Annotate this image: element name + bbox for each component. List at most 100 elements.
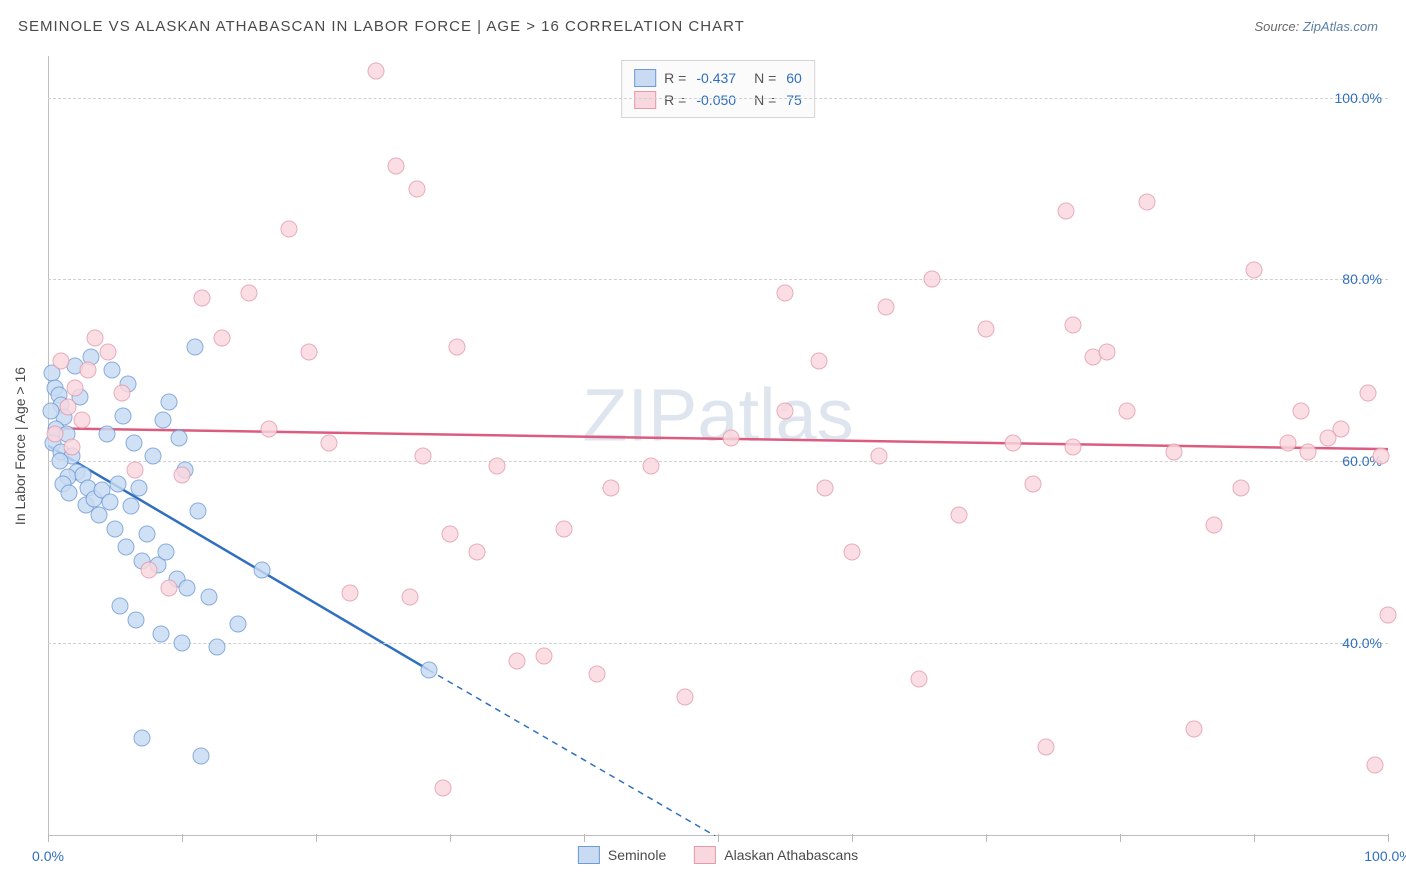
data-point-seminole — [155, 412, 172, 429]
data-point-athabascan — [1359, 384, 1376, 401]
data-point-athabascan — [80, 362, 97, 379]
data-point-athabascan — [1138, 194, 1155, 211]
data-point-athabascan — [73, 412, 90, 429]
y-tick-label: 100.0% — [1335, 90, 1382, 106]
gridline-h — [48, 461, 1388, 462]
data-point-athabascan — [1165, 443, 1182, 460]
data-point-athabascan — [1024, 475, 1041, 492]
data-point-athabascan — [1185, 720, 1202, 737]
data-point-seminole — [160, 393, 177, 410]
data-point-athabascan — [643, 457, 660, 474]
data-point-athabascan — [589, 666, 606, 683]
data-point-athabascan — [817, 480, 834, 497]
data-point-athabascan — [535, 648, 552, 665]
data-point-athabascan — [341, 584, 358, 601]
data-point-seminole — [192, 748, 209, 765]
data-point-athabascan — [1004, 434, 1021, 451]
trendline-extrap-seminole — [429, 670, 716, 836]
data-point-seminole — [98, 425, 115, 442]
data-point-athabascan — [261, 421, 278, 438]
data-point-seminole — [112, 598, 129, 615]
r-label: R = — [664, 67, 686, 89]
swatch-seminole — [634, 69, 656, 87]
data-point-seminole — [107, 521, 124, 538]
source-citation: Source: ZipAtlas.com — [1254, 19, 1378, 34]
data-point-athabascan — [388, 157, 405, 174]
source-prefix: Source: — [1254, 19, 1302, 34]
data-point-seminole — [109, 475, 126, 492]
data-point-athabascan — [435, 779, 452, 796]
source-link[interactable]: ZipAtlas.com — [1303, 19, 1378, 34]
data-point-seminole — [117, 539, 134, 556]
legend-row-athabascan: R = -0.050 N = 75 — [634, 89, 802, 111]
data-point-athabascan — [1380, 607, 1397, 624]
chart-area: In Labor Force | Age > 16 ZIPatlas R = -… — [48, 56, 1388, 836]
trendline-athabascan — [48, 428, 1388, 449]
data-point-athabascan — [1246, 262, 1263, 279]
x-tick — [852, 834, 853, 842]
data-point-athabascan — [1292, 403, 1309, 420]
data-point-seminole — [139, 525, 156, 542]
r-value-athabascan: -0.050 — [696, 89, 736, 111]
x-tick — [986, 834, 987, 842]
trendline-seminole — [48, 446, 429, 670]
data-point-seminole — [254, 561, 271, 578]
data-point-athabascan — [1333, 421, 1350, 438]
r-value-seminole: -0.437 — [696, 67, 736, 89]
gridline-h — [48, 643, 1388, 644]
data-point-athabascan — [415, 448, 432, 465]
y-axis-label: In Labor Force | Age > 16 — [12, 367, 28, 525]
data-point-seminole — [144, 448, 161, 465]
data-point-seminole — [190, 502, 207, 519]
data-point-athabascan — [368, 62, 385, 79]
data-point-athabascan — [281, 221, 298, 238]
data-point-athabascan — [442, 525, 459, 542]
data-point-seminole — [61, 484, 78, 501]
x-tick — [316, 834, 317, 842]
data-point-seminole — [420, 661, 437, 678]
data-point-seminole — [230, 616, 247, 633]
data-point-athabascan — [301, 344, 318, 361]
data-point-athabascan — [810, 353, 827, 370]
data-point-athabascan — [468, 543, 485, 560]
data-point-athabascan — [870, 448, 887, 465]
data-point-athabascan — [777, 284, 794, 301]
data-point-athabascan — [100, 344, 117, 361]
x-tick — [48, 834, 49, 842]
legend-label-athabascan: Alaskan Athabascans — [724, 847, 858, 863]
watermark: ZIPatlas — [582, 372, 853, 457]
x-tick — [450, 834, 451, 842]
x-tick-label: 100.0% — [1364, 848, 1406, 864]
data-point-athabascan — [488, 457, 505, 474]
data-point-seminole — [123, 498, 140, 515]
data-point-athabascan — [1299, 443, 1316, 460]
n-label: N = — [754, 89, 776, 111]
data-point-athabascan — [777, 403, 794, 420]
data-point-athabascan — [1038, 739, 1055, 756]
data-point-athabascan — [951, 507, 968, 524]
data-point-seminole — [157, 543, 174, 560]
data-point-athabascan — [241, 284, 258, 301]
x-tick — [718, 834, 719, 842]
x-tick — [1120, 834, 1121, 842]
x-tick — [182, 834, 183, 842]
data-point-athabascan — [1065, 316, 1082, 333]
x-tick — [1388, 834, 1389, 842]
data-point-athabascan — [1205, 516, 1222, 533]
data-point-athabascan — [978, 321, 995, 338]
data-point-athabascan — [140, 561, 157, 578]
data-point-seminole — [171, 430, 188, 447]
data-point-seminole — [52, 452, 69, 469]
x-tick — [1254, 834, 1255, 842]
swatch-athabascan — [694, 846, 716, 864]
data-point-seminole — [152, 625, 169, 642]
data-point-athabascan — [1279, 434, 1296, 451]
series-legend: Seminole Alaskan Athabascans — [578, 846, 858, 864]
data-point-seminole — [128, 611, 145, 628]
data-point-athabascan — [214, 330, 231, 347]
data-point-seminole — [104, 362, 121, 379]
swatch-athabascan — [634, 91, 656, 109]
data-point-athabascan — [64, 439, 81, 456]
data-point-athabascan — [1366, 757, 1383, 774]
data-point-athabascan — [194, 289, 211, 306]
